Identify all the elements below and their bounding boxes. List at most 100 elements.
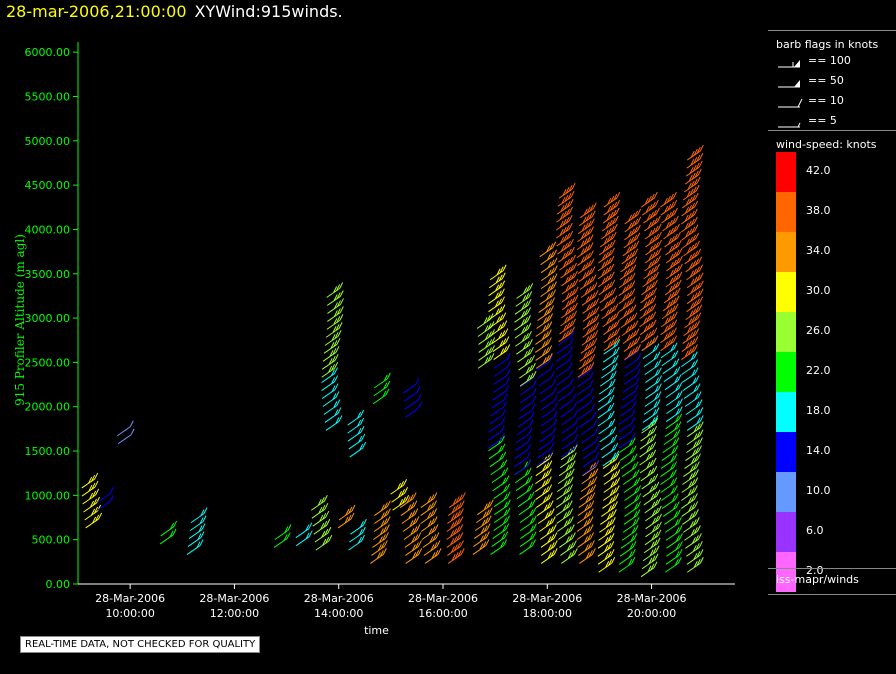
- wind-barb: [661, 207, 678, 224]
- wind-barb: [686, 421, 704, 438]
- wind-barb: [478, 345, 495, 361]
- wind-barb: [577, 226, 594, 243]
- wind-barb: [556, 346, 573, 362]
- wind-barb: [579, 274, 597, 290]
- wind-barb: [492, 523, 510, 539]
- wind-barb: [560, 540, 577, 556]
- barb-symbol-icon: [778, 98, 803, 108]
- y-tick-label: 5000.00: [25, 135, 71, 148]
- wind-barb: [540, 257, 558, 274]
- wind-barb: [491, 393, 509, 409]
- wind-barb: [420, 508, 438, 524]
- color-scale-swatch: [776, 352, 796, 392]
- wind-barb: [493, 483, 511, 500]
- wind-barb: [681, 336, 699, 352]
- wind-barb: [578, 492, 596, 508]
- wind-barb: [681, 192, 699, 209]
- wind-barb: [661, 303, 679, 320]
- wind-barb: [561, 433, 579, 450]
- wind-barb: [599, 287, 617, 304]
- wind-barb: [560, 262, 577, 279]
- x-tick-date: 28-Mar-2006: [304, 592, 374, 605]
- wind-barb: [421, 524, 439, 540]
- wind-barb: [599, 231, 617, 248]
- wind-barb: [555, 362, 573, 378]
- color-scale-swatch: [776, 232, 796, 272]
- wind-barb: [645, 513, 663, 530]
- wind-barb: [488, 416, 506, 433]
- wind-barb: [420, 492, 438, 508]
- wind-barb: [602, 311, 620, 328]
- wind-barb: [582, 322, 599, 338]
- wind-barb: [535, 329, 552, 345]
- x-tick-time: 18:00:00: [523, 607, 572, 620]
- wind-barb: [392, 495, 410, 511]
- wind-barb: [537, 508, 555, 524]
- wind-barb: [561, 425, 579, 442]
- wind-barb: [577, 532, 595, 548]
- wind-barb: [618, 288, 636, 305]
- wind-barb: [682, 328, 700, 344]
- wind-barb: [597, 533, 615, 549]
- wind-barb: [665, 517, 682, 533]
- wind-barb: [514, 315, 531, 331]
- wind-barb: [538, 370, 555, 387]
- wind-barb: [494, 361, 511, 377]
- wind-barb: [559, 393, 576, 410]
- wind-barb: [490, 401, 507, 417]
- wind-barb: [598, 557, 616, 573]
- wind-barb: [644, 223, 662, 240]
- wind-barb: [535, 460, 553, 477]
- wind-barb: [601, 442, 619, 459]
- wind-barb: [516, 283, 534, 299]
- legend-divider: [768, 130, 896, 131]
- wind-barb: [660, 319, 678, 336]
- wind-barb: [640, 425, 658, 442]
- wind-barb: [561, 278, 579, 295]
- color-scale-swatch: [776, 192, 796, 232]
- wind-barb: [643, 207, 660, 224]
- wind-barb: [405, 401, 422, 418]
- wind-barb: [491, 531, 509, 547]
- wind-barb: [579, 484, 597, 500]
- wind-barb: [404, 532, 422, 548]
- wind-barb: [603, 477, 621, 493]
- wind-barb: [491, 467, 509, 484]
- y-tick-label: 1000.00: [25, 489, 71, 502]
- wind-barb: [624, 493, 642, 509]
- wind-barb: [681, 200, 699, 217]
- wind-barb: [488, 435, 505, 452]
- wind-barb: [641, 191, 658, 208]
- wind-barb: [582, 451, 600, 468]
- wind-barb: [536, 313, 553, 329]
- wind-barb: [188, 523, 206, 539]
- barb-legend-label: == 100: [808, 54, 851, 67]
- wind-barb: [374, 508, 391, 524]
- wind-barb: [494, 499, 511, 516]
- wind-barb: [446, 516, 464, 532]
- wind-barb: [683, 517, 700, 533]
- wind-barb: [535, 484, 553, 500]
- wind-barb: [493, 491, 511, 508]
- x-tick-date: 28-Mar-2006: [408, 592, 478, 605]
- wind-barb: [601, 362, 618, 379]
- wind-barb: [579, 411, 597, 428]
- wind-barb: [683, 383, 701, 399]
- wind-barb: [618, 272, 636, 289]
- wind-barb: [535, 476, 552, 493]
- wind-barb: [489, 312, 507, 329]
- wind-barb: [686, 144, 704, 161]
- wind-barb: [160, 520, 178, 537]
- color-scale-value: 6.0: [806, 524, 824, 537]
- wind-barb: [576, 234, 594, 251]
- wind-barb: [518, 403, 536, 420]
- wind-barb: [557, 516, 574, 532]
- wind-barb: [624, 216, 642, 233]
- wind-barb: [599, 426, 617, 443]
- wind-barb: [446, 524, 464, 540]
- wind-barb: [665, 239, 682, 256]
- wind-barb: [540, 273, 558, 290]
- wind-barb: [540, 281, 557, 298]
- wind-barb: [639, 441, 657, 458]
- wind-barb: [490, 539, 508, 555]
